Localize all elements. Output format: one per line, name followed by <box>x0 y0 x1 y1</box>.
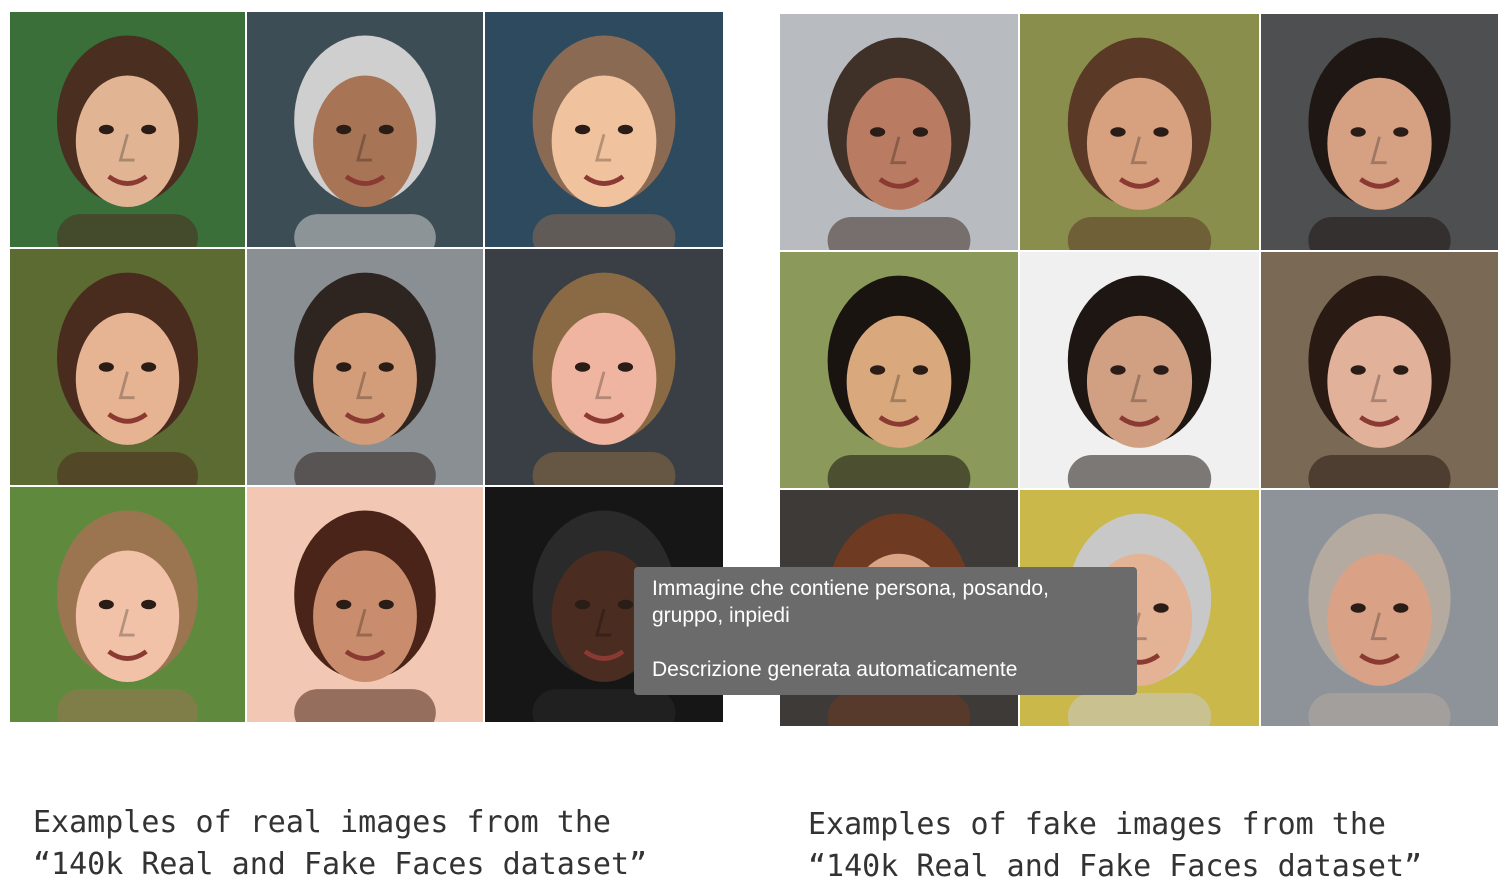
real-face-photo <box>247 249 483 485</box>
fake-caption-line1: Examples of fake images from the <box>808 807 1386 842</box>
fake-face-photo <box>780 252 1018 488</box>
real-face-photo <box>10 487 245 722</box>
real-face-photo <box>10 249 245 485</box>
real-face-photo <box>10 12 245 247</box>
real-face-photo <box>247 12 483 247</box>
fake-face-photo <box>1020 252 1259 488</box>
fake-face-photo <box>1020 14 1259 250</box>
tooltip-line2: gruppo, inpiedi <box>652 604 790 627</box>
fake-face-photo <box>780 14 1018 250</box>
real-face-photo <box>485 12 723 247</box>
fake-face-photo <box>1261 14 1498 250</box>
real-images-caption: Examples of real images from the “140k R… <box>33 802 647 886</box>
alt-text-tooltip: Immagine che contiene persona, posando, … <box>634 567 1137 695</box>
real-caption-line1: Examples of real images from the <box>33 805 611 840</box>
tooltip-line3: Descrizione generata automaticamente <box>652 658 1018 681</box>
real-face-photo <box>485 249 723 485</box>
fake-face-photo <box>1261 490 1498 726</box>
fake-face-photo <box>1261 252 1498 488</box>
fake-caption-line2: “140k Real and Fake Faces dataset” <box>808 849 1423 884</box>
real-caption-line2: “140k Real and Fake Faces dataset” <box>33 847 648 882</box>
real-face-photo <box>247 487 483 722</box>
real-faces-grid <box>10 12 723 722</box>
fake-images-caption: Examples of fake images from the “140k R… <box>808 804 1422 888</box>
tooltip-line1: Immagine che contiene persona, posando, <box>652 577 1049 600</box>
